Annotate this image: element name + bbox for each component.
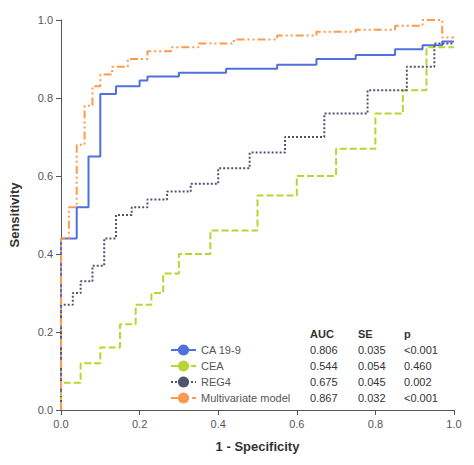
svg-text:0.0: 0.0 (38, 404, 53, 416)
svg-text:0.002: 0.002 (404, 376, 432, 388)
svg-text:0.6: 0.6 (38, 170, 53, 182)
svg-text:Sensitivity: Sensitivity (7, 182, 22, 248)
svg-text:0.867: 0.867 (310, 392, 338, 404)
svg-text:REG4: REG4 (201, 376, 231, 388)
svg-text:0.054: 0.054 (358, 360, 386, 372)
svg-text:0.035: 0.035 (358, 344, 386, 356)
svg-text:Multivariate model: Multivariate model (201, 392, 290, 404)
svg-text:0.8: 0.8 (38, 92, 53, 104)
svg-text:<0.001: <0.001 (404, 392, 438, 404)
svg-text:CA 19-9: CA 19-9 (201, 344, 241, 356)
svg-text:0.2: 0.2 (38, 326, 53, 338)
svg-text:1.0: 1.0 (446, 418, 461, 430)
svg-text:0.675: 0.675 (310, 376, 338, 388)
svg-text:0.045: 0.045 (358, 376, 386, 388)
svg-text:0.0: 0.0 (53, 418, 68, 430)
svg-text:0.2: 0.2 (132, 418, 147, 430)
svg-text:0.8: 0.8 (368, 418, 383, 430)
svg-text:1.0: 1.0 (38, 14, 53, 26)
svg-text:0.6: 0.6 (289, 418, 304, 430)
svg-text:0.544: 0.544 (310, 360, 338, 372)
svg-text:0.806: 0.806 (310, 344, 338, 356)
svg-text:0.4: 0.4 (38, 248, 53, 260)
svg-text:SE: SE (358, 328, 373, 340)
svg-text:CEA: CEA (201, 360, 224, 372)
svg-text:0.032: 0.032 (358, 392, 386, 404)
svg-text:p: p (404, 328, 411, 340)
svg-text:AUC: AUC (310, 328, 334, 340)
svg-text:<0.001: <0.001 (404, 344, 438, 356)
svg-text:0.4: 0.4 (211, 418, 226, 430)
svg-text:0.460: 0.460 (404, 360, 432, 372)
svg-text:1 - Specificity: 1 - Specificity (216, 439, 301, 454)
